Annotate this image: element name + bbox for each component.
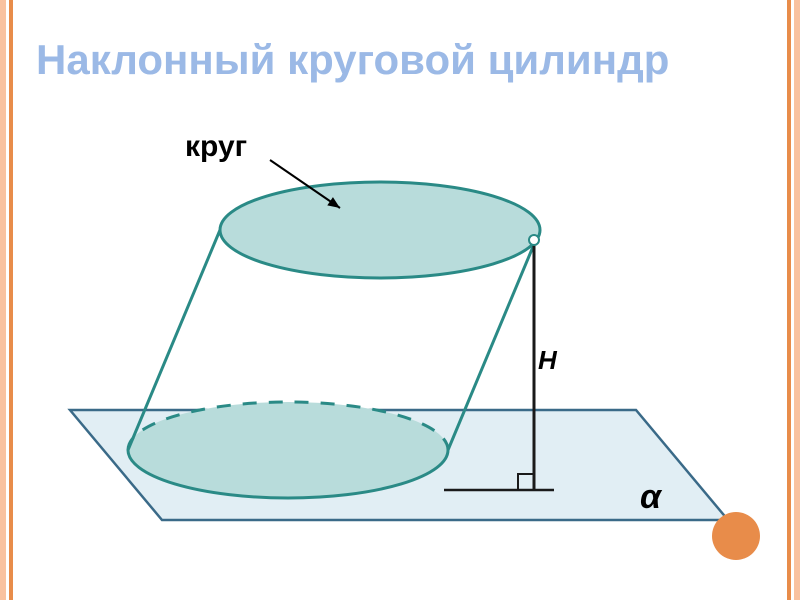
height-top-point: [529, 235, 539, 245]
cylinder-diagram: [60, 120, 740, 560]
decor-circle: [712, 512, 760, 560]
frame-right: [782, 0, 800, 600]
frame-stripe-outer: [794, 0, 800, 600]
frame-left: [0, 0, 18, 600]
top-ellipse: [220, 182, 540, 278]
page-title: Наклонный круговой цилиндр: [36, 36, 780, 84]
frame-stripe-inner: [787, 0, 791, 600]
frame-stripe-inner: [9, 0, 13, 600]
label-height: H: [538, 345, 557, 376]
frame-stripe-outer: [0, 0, 6, 600]
label-plane: α: [640, 478, 661, 517]
